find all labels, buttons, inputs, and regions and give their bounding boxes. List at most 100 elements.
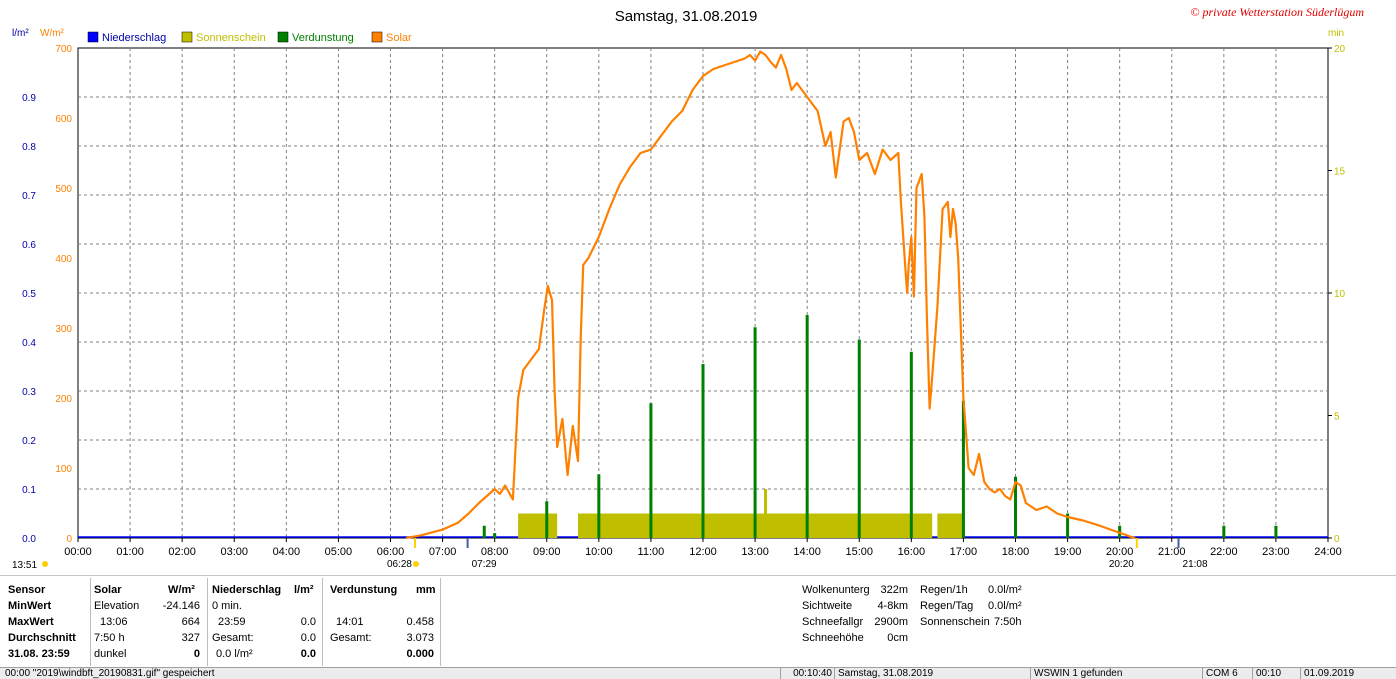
cloud-r0-value: 322m (880, 584, 908, 596)
x-tick-label: 16:00 (898, 546, 926, 558)
x-tick-label: 17:00 (950, 546, 978, 558)
sunrise-label: 06:28 (387, 559, 412, 570)
y-precip-tick-label: 0.9 (22, 93, 36, 104)
solar-r3-label: dunkel (94, 648, 127, 660)
solar-r0-value: -24.146 (162, 600, 200, 612)
evaporation-bar (545, 501, 549, 538)
x-tick-label: 11:00 (638, 546, 665, 558)
y-right-tick-label: 20 (1334, 44, 1346, 55)
status-day: 01.09.2019 (1300, 668, 1396, 679)
legend-swatch (371, 31, 383, 43)
x-tick-label: 10:00 (585, 546, 613, 558)
sunrise2-label: 07:29 (472, 559, 497, 570)
precip-r1-value: 0.0 (300, 616, 316, 628)
unit-solar-left: W/m² (40, 28, 65, 39)
cloud-r2-label: Schneefallgr (802, 616, 864, 628)
weather-chart: 00:00 01:00 02:00 03:00 04:00 05:00 06:00 07:00… (12, 5, 1364, 571)
rain-r0-label: Regen/1h (920, 584, 968, 596)
evap-unit: mm (416, 584, 436, 596)
y-precip-tick-label: 0.0 (22, 534, 36, 545)
cloud-r3-label: Schneehöhe (802, 632, 864, 644)
evaporation-bar (961, 400, 965, 538)
legend-label: Solar (386, 32, 412, 44)
time-marker-label: 13:51 (12, 560, 37, 571)
y-right-tick-label: 0 (1334, 534, 1340, 545)
y-precip-tick-label: 0.3 (22, 387, 36, 398)
precip-unit: l/m² (294, 584, 314, 596)
sensor-row-date: 31.08. 23:59 (8, 648, 70, 660)
y-solar-tick-label: 700 (55, 44, 72, 55)
solar-unit: W/m² (168, 584, 195, 596)
x-tick-label: 01:00 (116, 546, 144, 558)
x-tick-label: 23:00 (1262, 546, 1290, 558)
solar-r1-value: 664 (181, 616, 200, 628)
y-solar-tick-label: 600 (55, 114, 72, 125)
cloud-r1-label: Sichtweite (802, 600, 853, 612)
sunshine-bar (937, 513, 964, 538)
sun-dot-icon (42, 561, 48, 567)
evaporation-bar (493, 533, 497, 538)
precip-header: Niederschlag (212, 584, 282, 596)
cloud-r1-value: 4-8km (877, 600, 908, 612)
status-clock: 00:10 (1252, 668, 1300, 679)
x-tick-label: 03:00 (220, 546, 248, 558)
evaporation-bar (909, 351, 913, 538)
precip-r2-value: 0.0 (300, 632, 316, 644)
chart-bars (482, 315, 1278, 538)
chart-line (405, 50, 1136, 540)
y-precip-tick-label: 0.7 (22, 191, 36, 202)
y-right-tick-label: 5 (1334, 412, 1340, 423)
legend-swatch (87, 31, 99, 43)
y-precip-tick-label: 0.2 (22, 436, 36, 447)
x-tick-label: 13:00 (741, 546, 769, 558)
status-message: 00:00 "2019\windbft_20190831.gif" gespei… (5, 668, 215, 679)
y-right-tick-label: 10 (1334, 289, 1346, 300)
evaporation-bar (753, 327, 757, 538)
x-tick-label: 20:00 (1106, 546, 1134, 558)
cloud-r0-label: Wolkenunterg (802, 584, 870, 596)
x-tick-label: 08:00 (481, 546, 509, 558)
evaporation-bar (1222, 525, 1226, 538)
y-solar-tick-label: 0 (66, 534, 72, 545)
y-solar-tick-label: 100 (55, 464, 72, 475)
evap-header: Verdunstung (330, 584, 398, 596)
x-tick-label: 18:00 (1002, 546, 1030, 558)
y-precip-tick-label: 0.4 (22, 338, 36, 349)
evap-r2-label: Gesamt: (330, 632, 372, 644)
evaporation-bar (1014, 476, 1017, 538)
x-tick-label: 22:00 (1210, 546, 1238, 558)
rain-r1-label: Regen/Tag (920, 600, 974, 612)
solar-series-line (405, 50, 1136, 540)
sunshine-spike (764, 489, 767, 538)
legend-label: Verdunstung (292, 32, 354, 44)
cloud-r2-value: 2900m (874, 616, 908, 628)
solar-r0-label: Elevation (94, 600, 140, 612)
y-right-tick-label: 15 (1334, 167, 1346, 178)
precip-r3-value: 0.0 (300, 648, 316, 660)
rain-r2-value: 7:50h (994, 616, 1022, 628)
status-date: Samstag, 31.08.2019 (834, 668, 1028, 679)
y-precip-tick-label: 0.5 (22, 289, 36, 300)
evaporation-bar (482, 525, 486, 538)
status-bar: 00:00 "2019\windbft_20190831.gif" gespei… (0, 667, 1396, 679)
copyright-text: © private Wetterstation Süderlügum (1190, 5, 1364, 19)
y-solar-tick-label: 200 (55, 394, 72, 405)
evaporation-bar (805, 315, 809, 538)
sun-markers: 13:51 06:28 07:29 20:20 21:08 (12, 538, 1208, 571)
sunset2-label: 21:08 (1183, 559, 1208, 570)
x-tick-label: 06:00 (377, 546, 405, 558)
sensor-row-max: MaxWert (8, 616, 54, 628)
evaporation-bar (649, 403, 653, 538)
chart-legend: Niederschlag Sonnenschein Verdunstung Solar (87, 31, 412, 44)
statistics-panel: Sensor MinWert MaxWert Durchschnitt 31.0… (0, 575, 1396, 668)
y-solar-tick-label: 400 (55, 254, 72, 265)
status-device: WSWIN 1 gefunden (1030, 668, 1202, 679)
evap-r2-value: 3.073 (406, 632, 434, 644)
evaporation-bar (701, 364, 705, 538)
evaporation-bar (597, 474, 601, 538)
solar-r3-value: 0 (193, 648, 200, 660)
y-precip-tick-label: 0.8 (22, 142, 36, 153)
y-solar-tick-label: 300 (55, 324, 72, 335)
evaporation-bar (1274, 525, 1278, 538)
y-precip-tick-label: 0.1 (22, 485, 36, 496)
